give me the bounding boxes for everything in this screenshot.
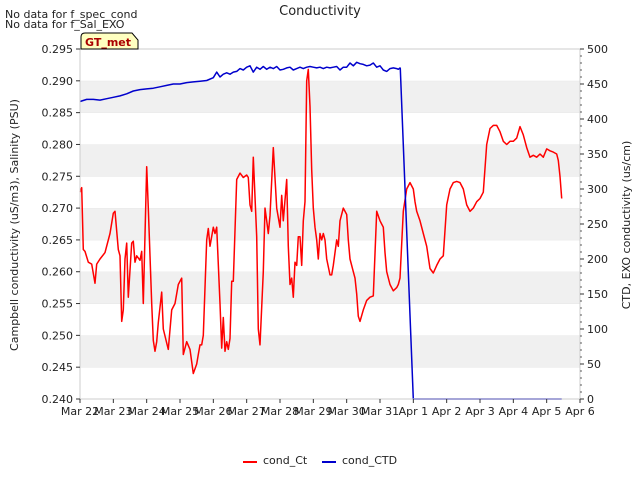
y-left-tick-label: 0.270 [42,202,74,215]
y-left-tick-label: 0.295 [42,43,74,56]
y-left-tick-label: 0.285 [42,107,74,120]
x-tick-label: Mar 23 [94,405,132,418]
no-data-note-1: No data for f_spec_cond [5,8,137,21]
y-axis-left-label: Campbell conductivity (uS/m3), Salinity … [8,99,21,351]
y-right-tick-label: 150 [587,288,608,301]
x-tick-label: Mar 22 [61,405,99,418]
y-right-tick-label: 250 [587,218,608,231]
grid-band [80,208,580,240]
right-axis: 0 50 100 150 200 250 300 350 400 450 500 [580,43,608,406]
y-left-tick-label: 0.260 [42,266,74,279]
x-tick-label: Apr 6 [565,405,595,418]
x-tick-label: Apr 1 [399,405,429,418]
y-left-tick-label: 0.265 [42,234,74,247]
x-tick-label: Mar 30 [328,405,366,418]
y-axis-right-label: CTD, EXO conductivity (us/cm) [620,141,633,310]
x-tick-label: Apr 3 [465,405,495,418]
x-tick-label: Mar 25 [161,405,199,418]
grid-band [80,49,580,81]
grid-band [80,367,580,399]
y-right-tick-label: 300 [587,183,608,196]
grid-band [80,144,580,177]
grid-bands [80,48,580,399]
chart-title: Conductivity [279,4,361,19]
y-left-tick-label: 0.250 [42,329,74,342]
plot-lines [79,61,563,400]
y-right-tick-label: 0 [587,393,594,406]
series-line-cond-ctd [79,61,562,400]
grid-band [80,303,580,336]
no-data-note-2: No data for f_Sal_EXO [5,18,125,31]
x-tick-label: Mar 29 [294,405,332,418]
series-line-cond-ct [79,68,563,375]
y-right-tick-label: 100 [587,323,608,336]
legend: cond_Ct cond_CTD [243,454,397,467]
x-tick-label: Apr 2 [432,405,462,418]
y-left-tick-label: 0.245 [42,361,74,374]
y-right-tick-label: 350 [587,148,608,161]
grid-band [80,271,580,304]
left-axis: 0.240 0.245 0.250 0.255 0.260 0.265 0.270 0.275… [42,43,80,406]
x-tick-label: Mar 26 [194,405,232,418]
legend-label-cond-ctd: cond_CTD [342,454,397,467]
x-tick-label: Mar 31 [361,405,399,418]
x-tick-label: Mar 28 [261,405,299,418]
y-right-tick-label: 450 [587,78,608,91]
y-left-tick-label: 0.290 [42,75,74,88]
y-right-tick-label: 50 [587,358,601,371]
grid-band [80,80,580,113]
x-tick-label: Mar 27 [228,405,266,418]
x-tick-label: Apr 5 [532,405,562,418]
grid-band [80,335,580,368]
y-right-tick-label: 400 [587,113,608,126]
y-right-tick-label: 500 [587,43,608,56]
grid-band [80,112,580,145]
y-right-tick-label: 200 [587,253,608,266]
station-badge: GT_met [80,32,139,50]
x-tick-label: Mar 24 [128,405,166,418]
y-left-tick-label: 0.255 [42,298,74,311]
grid-band [80,176,580,209]
grid-band [80,239,580,272]
y-left-tick-label: 0.240 [42,393,74,406]
legend-label-cond-ct: cond_Ct [263,454,308,467]
y-left-tick-label: 0.275 [42,170,74,183]
station-badge-label: GT_met [85,36,131,49]
y-left-tick-label: 0.280 [42,138,74,151]
x-tick-label: Apr 4 [499,405,529,418]
